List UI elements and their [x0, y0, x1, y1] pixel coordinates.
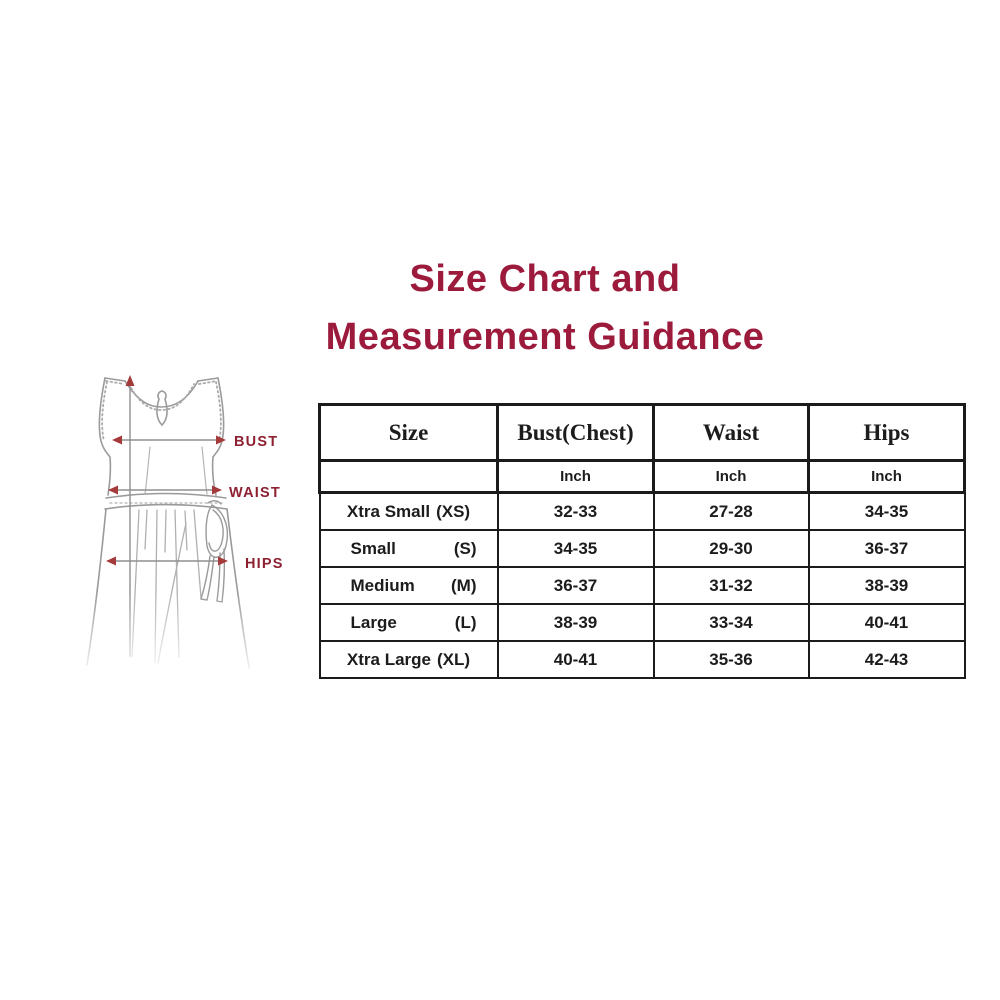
hips-cell: 40-41 [807, 603, 966, 642]
size-cell: Medium (M) [318, 566, 499, 605]
bust-cell: 34-35 [496, 529, 655, 568]
hips-measure-arrow [106, 556, 228, 566]
table-row-s: Small (S) 34-35 29-30 36-37 [318, 529, 966, 568]
bust-cell: 32-33 [496, 491, 655, 531]
hips-cell: 34-35 [807, 491, 966, 531]
unit-row: Inch Inch Inch [318, 459, 966, 494]
table-row-xs: Xtra Small (XS) 32-33 27-28 34-35 [318, 491, 966, 531]
bust-measure-arrow [112, 435, 226, 445]
unit-cell-waist: Inch [652, 459, 810, 494]
size-cell: Large (L) [318, 603, 499, 642]
sash-bow-sketch [200, 500, 229, 603]
size-name: Medium [350, 575, 415, 595]
size-name: Xtra Large [346, 649, 432, 669]
waist-cell: 31-32 [652, 566, 810, 605]
hips-cell: 42-43 [807, 640, 966, 679]
table-row-xl: Xtra Large (XL) 40-41 35-36 42-43 [318, 640, 966, 679]
title-line-1: Size Chart and [409, 258, 681, 300]
waist-cell: 27-28 [652, 491, 810, 531]
waist-label: WAIST [229, 485, 281, 501]
size-cell: Xtra Large (XL) [318, 640, 499, 679]
size-name: Xtra Small [346, 501, 431, 521]
size-name: Small [350, 538, 396, 558]
unit-cell-size [318, 459, 499, 494]
size-abbr: (M) [451, 575, 477, 595]
size-chart-table: Size Bust(Chest) Waist Hips Inch Inch In… [318, 403, 966, 679]
bust-cell: 40-41 [496, 640, 655, 679]
title-line-2: Measurement Guidance [325, 316, 765, 358]
header-row: Size Bust(Chest) Waist Hips [318, 403, 966, 462]
table-row-l: Large (L) 38-39 33-34 40-41 [318, 603, 966, 642]
waist-measure-arrow [108, 485, 222, 495]
table-row-m: Medium (M) 36-37 31-32 38-39 [318, 566, 966, 605]
unit-cell-hips: Inch [807, 459, 966, 494]
dress-measurement-diagram: BUST WAIST HIPS [70, 375, 325, 705]
sketch-fade-solid [70, 676, 325, 705]
page-title: Size Chart and Measurement Guidance [170, 250, 920, 366]
waist-cell: 35-36 [652, 640, 810, 679]
column-header-waist: Waist [652, 403, 810, 462]
hips-cell: 36-37 [807, 529, 966, 568]
hips-label: HIPS [245, 556, 284, 572]
waist-cell: 29-30 [652, 529, 810, 568]
size-cell: Small (S) [318, 529, 499, 568]
unit-cell-bust: Inch [496, 459, 655, 494]
size-abbr: (L) [454, 612, 477, 632]
size-abbr: (XS) [436, 501, 471, 521]
hips-cell: 38-39 [807, 566, 966, 605]
waist-cell: 33-34 [652, 603, 810, 642]
size-name: Large [350, 612, 397, 632]
size-abbr: (S) [453, 538, 477, 558]
bust-cell: 38-39 [496, 603, 655, 642]
column-header-bust: Bust(Chest) [496, 403, 655, 462]
bust-cell: 36-37 [496, 566, 655, 605]
size-abbr: (XL) [437, 649, 471, 669]
sketch-fade [70, 592, 325, 682]
size-cell: Xtra Small (XS) [318, 491, 499, 531]
column-header-size: Size [318, 403, 499, 462]
column-header-hips: Hips [807, 403, 966, 462]
bust-label: BUST [234, 434, 278, 450]
